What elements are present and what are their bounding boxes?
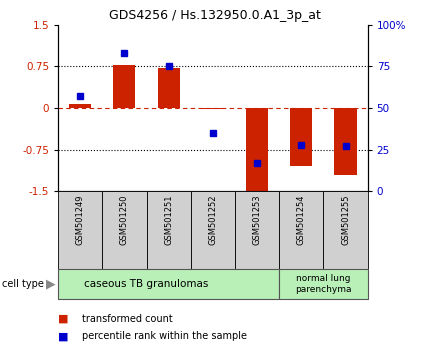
Bar	[323, 191, 368, 269]
Text: GSM501253: GSM501253	[252, 194, 261, 245]
Bar	[102, 191, 147, 269]
Bar	[69, 103, 91, 108]
Text: normal lung
parenchyma: normal lung parenchyma	[295, 274, 352, 294]
Text: caseous TB granulomas: caseous TB granulomas	[84, 279, 209, 289]
Text: GSM501252: GSM501252	[209, 194, 217, 245]
Bar	[202, 108, 224, 109]
Bar	[335, 108, 356, 175]
Text: GDS4256 / Hs.132950.0.A1_3p_at: GDS4256 / Hs.132950.0.A1_3p_at	[109, 9, 321, 22]
Text: ▶: ▶	[46, 278, 55, 291]
Bar	[58, 191, 102, 269]
Text: ■: ■	[58, 314, 68, 324]
Text: GSM501254: GSM501254	[297, 194, 306, 245]
Text: percentile rank within the sample: percentile rank within the sample	[82, 331, 247, 341]
Bar	[191, 191, 235, 269]
Bar	[157, 68, 180, 108]
Bar	[279, 269, 368, 299]
Text: transformed count: transformed count	[82, 314, 172, 324]
Bar	[235, 191, 279, 269]
Text: ■: ■	[58, 331, 68, 341]
Bar	[246, 108, 268, 191]
Text: GSM501255: GSM501255	[341, 194, 350, 245]
Text: GSM501249: GSM501249	[76, 194, 85, 245]
Bar	[147, 191, 191, 269]
Text: cell type: cell type	[2, 279, 44, 289]
Text: GSM501251: GSM501251	[164, 194, 173, 245]
Bar	[279, 191, 323, 269]
Bar	[290, 108, 312, 166]
Bar	[114, 65, 135, 108]
Bar	[58, 269, 279, 299]
Text: GSM501250: GSM501250	[120, 194, 129, 245]
